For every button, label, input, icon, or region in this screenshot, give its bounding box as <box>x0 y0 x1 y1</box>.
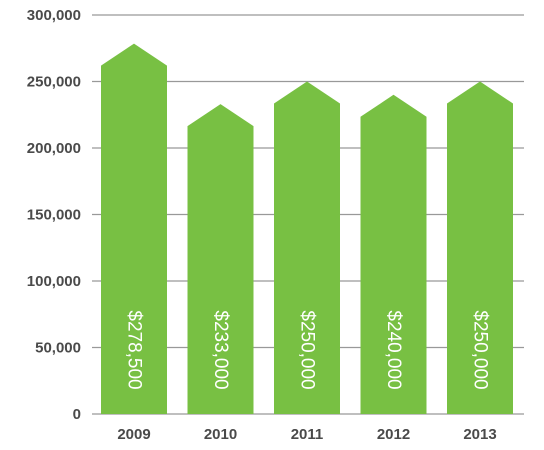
y-tick-label: 50,000 <box>35 340 81 357</box>
data-label: $240,000 <box>383 310 404 389</box>
y-tick-label: 200,000 <box>27 140 81 157</box>
x-axis-tick-labels: 2009 2010 2011 2012 2013 <box>117 426 496 443</box>
x-tick-label: 2009 <box>117 426 150 443</box>
y-tick-label: 100,000 <box>27 273 81 290</box>
data-label: $250,000 <box>297 310 318 389</box>
bar <box>187 104 254 415</box>
bar <box>447 81 513 414</box>
y-tick-label: 250,000 <box>27 74 81 91</box>
x-tick-label: 2012 <box>377 426 410 443</box>
bar <box>101 43 167 414</box>
y-axis-tick-labels: 0 50,000 100,000 150,000 200,000 250,000 300,0… <box>27 7 81 423</box>
x-tick-label: 2010 <box>204 426 237 443</box>
y-tick-label: 150,000 <box>27 207 81 224</box>
x-tick-label: 2011 <box>291 426 324 443</box>
bar <box>360 94 427 415</box>
data-label: $250,000 <box>470 310 491 389</box>
bar <box>274 81 340 414</box>
y-tick-label: 0 <box>73 406 81 423</box>
data-label: $278,500 <box>124 310 145 389</box>
data-labels: $278,500 $233,000 $250,000 $240,000 $250,000 <box>124 310 491 389</box>
y-tick-label: 300,000 <box>27 7 81 24</box>
bars <box>101 43 513 415</box>
data-label: $233,000 <box>210 310 231 389</box>
x-tick-label: 2013 <box>463 426 496 443</box>
